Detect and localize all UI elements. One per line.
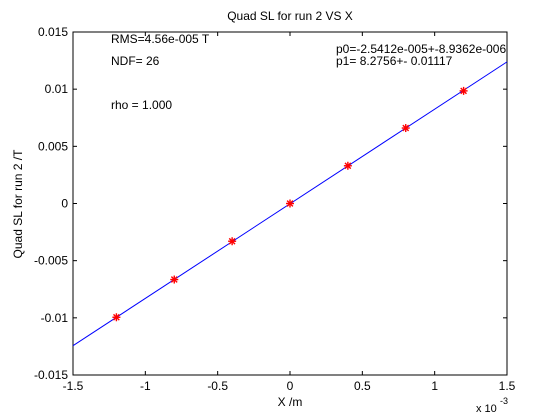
data-point-stroke <box>228 237 236 245</box>
data-point <box>459 86 468 95</box>
y-axis-ticks: -0.015 -0.01 -0.005 0 0.005 0.01 0.015 <box>34 25 507 382</box>
x-axis-label: X /m <box>278 395 303 409</box>
data-points <box>112 86 468 322</box>
fit-annotations: RMS=4.56e-005 T NDF= 26 rho = 1.000 p0=-… <box>111 32 506 112</box>
y-tick-label: -0.005 <box>34 254 68 268</box>
y-tick-label: 0.005 <box>38 139 68 153</box>
y-tick-label: 0.01 <box>45 82 69 96</box>
data-point-stroke <box>460 87 467 95</box>
x-tick-label: -1.5 <box>63 379 84 393</box>
rms-annotation: RMS=4.56e-005 T <box>111 32 210 46</box>
data-point-stroke <box>344 162 352 170</box>
x-exponent-power: -3 <box>500 396 508 406</box>
data-point <box>228 237 237 246</box>
data-point-stroke <box>170 276 178 283</box>
x-tick-label: -1 <box>140 379 151 393</box>
x-tick-label: -0.5 <box>207 379 228 393</box>
x-exponent-base: x 10 <box>476 403 497 415</box>
data-point-stroke <box>113 313 120 321</box>
y-tick-label: 0.015 <box>38 25 68 39</box>
data-point <box>401 124 410 133</box>
data-point-stroke <box>286 200 294 207</box>
data-point <box>343 161 352 170</box>
p0-annotation: p0=-2.5412e-005+-8.9362e-006 <box>336 42 506 56</box>
rho-annotation: rho = 1.000 <box>111 98 172 112</box>
x-tick-label: 0.5 <box>354 379 371 393</box>
data-point <box>170 275 179 284</box>
data-point <box>112 313 121 322</box>
x-tick-label: 0 <box>287 379 294 393</box>
ndf-annotation: NDF= 26 <box>111 54 160 68</box>
x-axis-ticks: -1.5 -1 -0.5 0 0.5 1 1.5 <box>63 32 516 393</box>
data-point <box>286 199 294 208</box>
chart-title: Quad SL for run 2 VS X <box>227 9 353 23</box>
y-axis-label: Quad SL for run 2 /T <box>11 149 25 259</box>
x-tick-label: 1 <box>431 379 438 393</box>
data-point-stroke <box>402 124 410 132</box>
y-tick-label: -0.01 <box>41 311 69 325</box>
x-axis-exponent: x 10 -3 <box>476 396 508 415</box>
p1-annotation: p1= 8.2756+- 0.01117 <box>336 54 453 68</box>
y-tick-label: 0 <box>61 197 68 211</box>
plot-area: -1.5 -1 -0.5 0 0.5 1 1.5 -0.015 -0.01 -0.005 0 0.0… <box>34 25 516 393</box>
x-tick-label: 1.5 <box>499 379 516 393</box>
y-tick-label: -0.015 <box>34 368 68 382</box>
